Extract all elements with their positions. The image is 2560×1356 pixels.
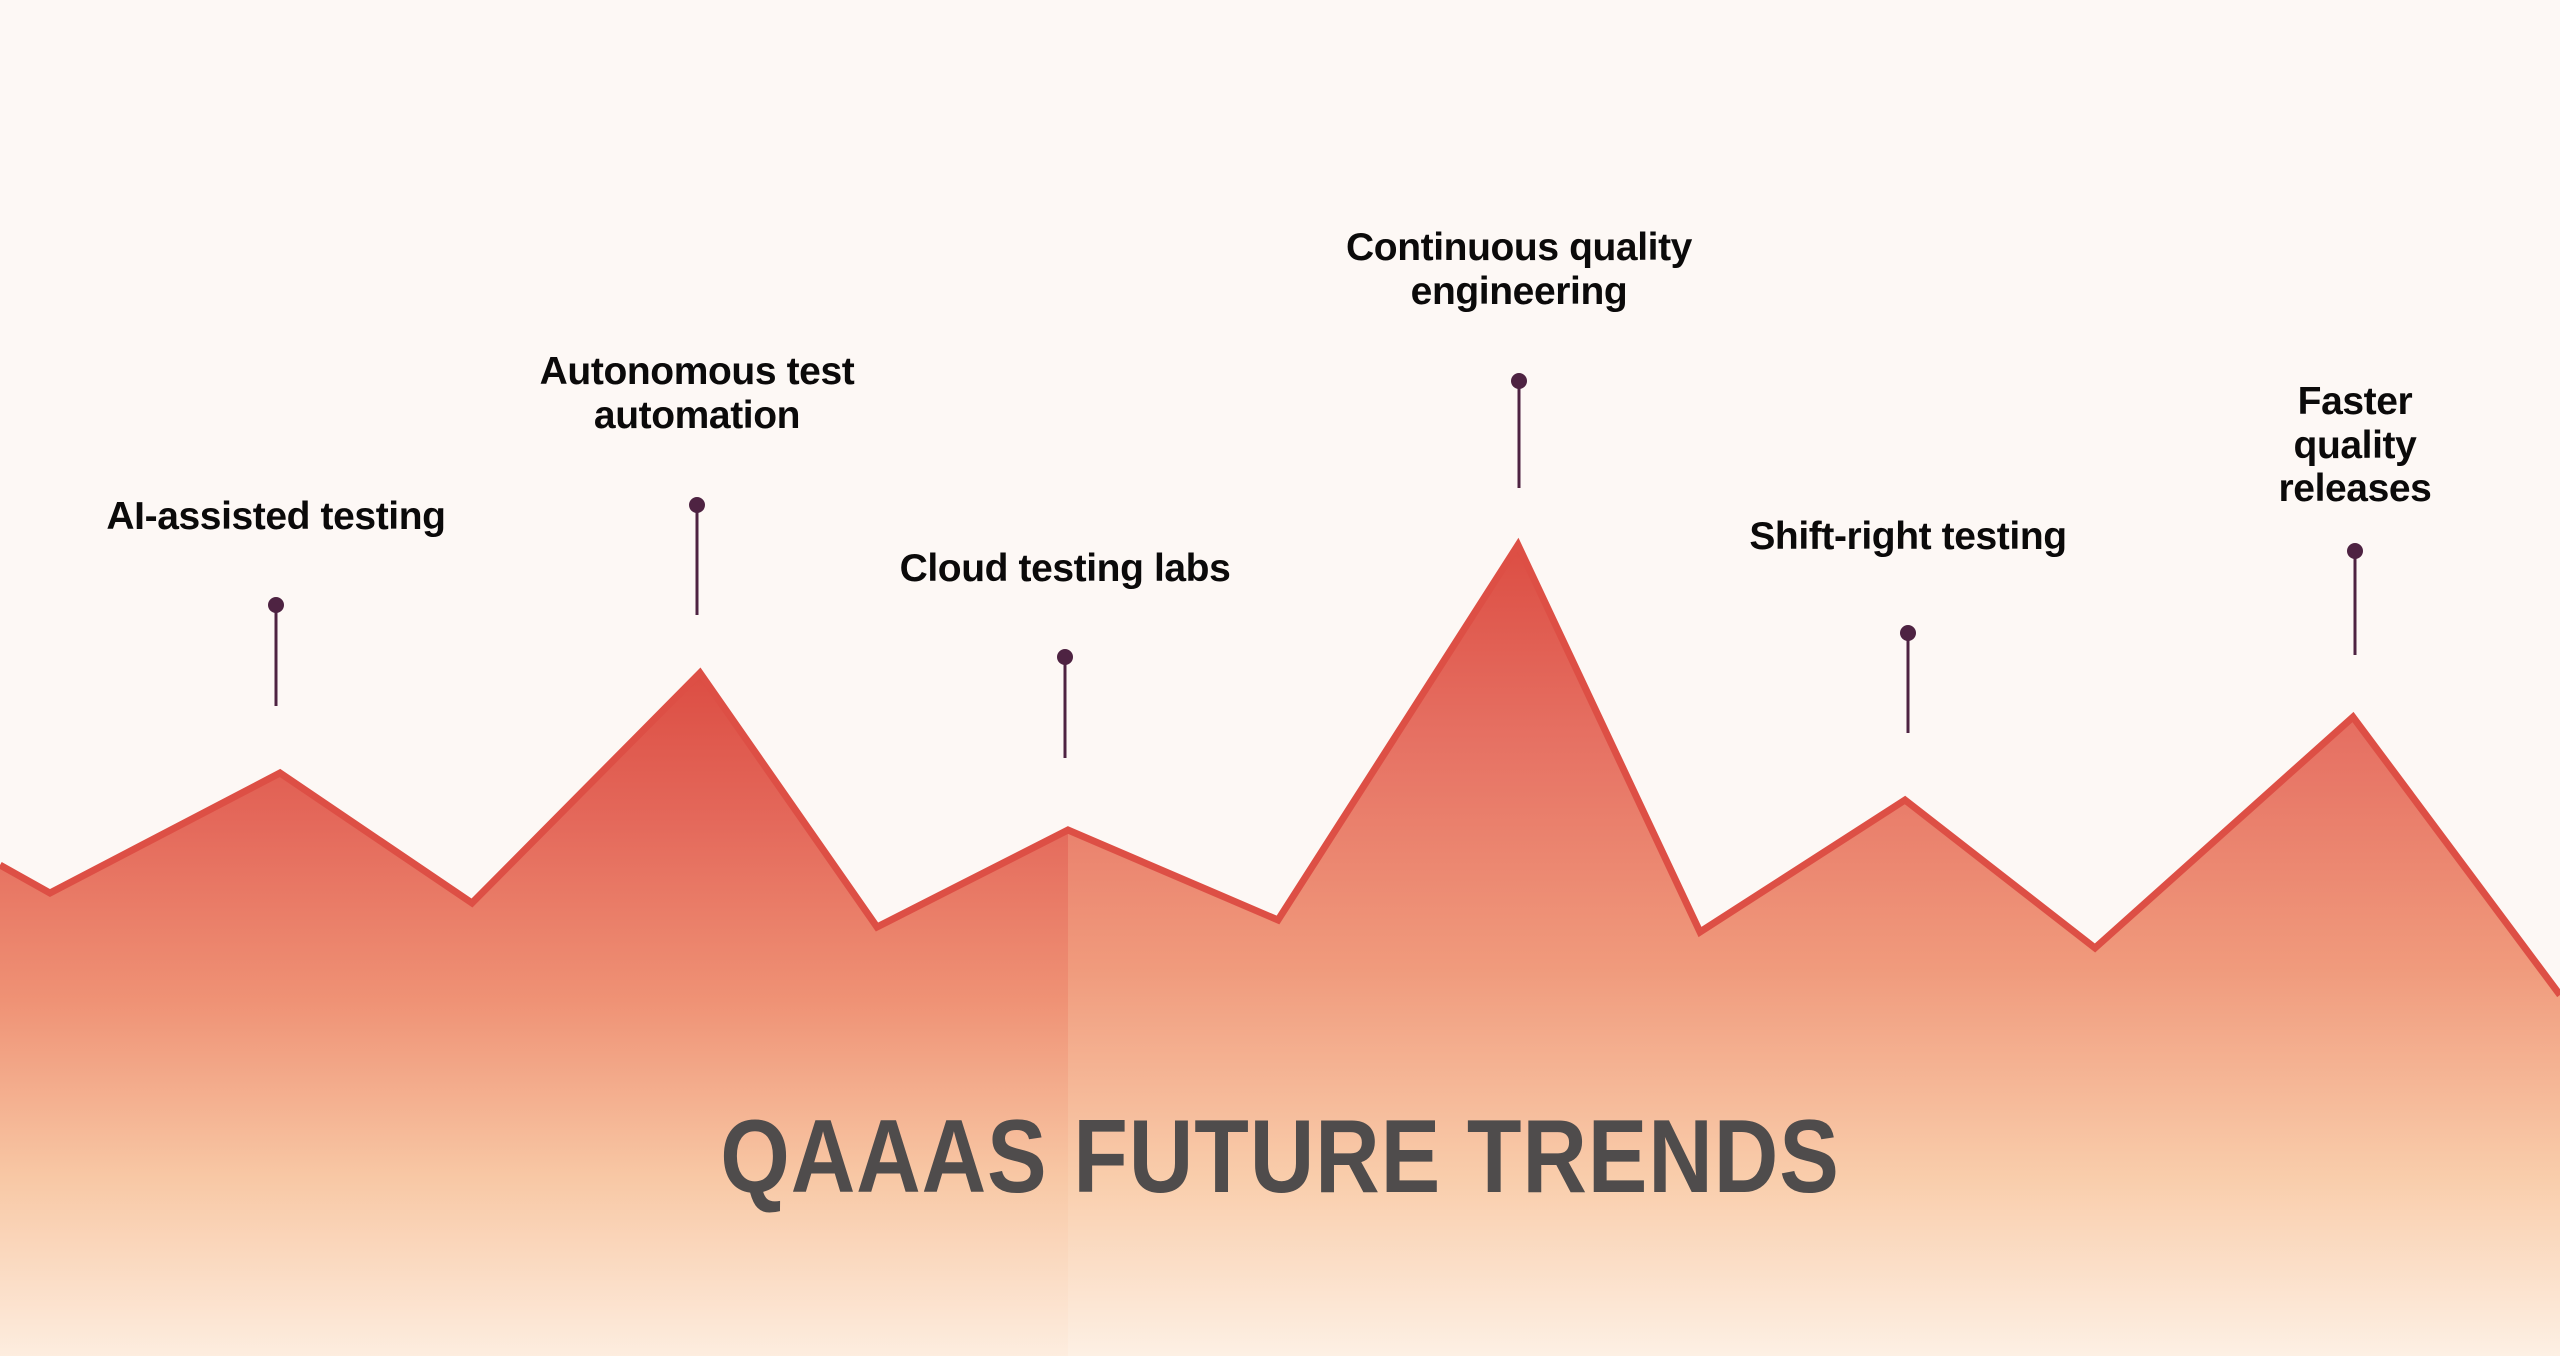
pin-dot — [1511, 373, 1527, 389]
pin-dot — [1057, 649, 1073, 665]
area-fill-left-group — [0, 673, 1068, 1356]
pin-dot — [2347, 543, 2363, 559]
callout-pin-6 — [2347, 543, 2363, 655]
area-fill-right-group — [1068, 545, 2560, 1356]
chart-title: QAAAS FUTURE TRENDS — [720, 1099, 1840, 1215]
trend-ridge-line — [0, 537, 2560, 998]
pin-dot — [689, 497, 705, 513]
callout-pin-1 — [268, 597, 284, 706]
callout-pin-4 — [1511, 373, 1527, 488]
pin-dot — [268, 597, 284, 613]
callout-pin-2 — [689, 497, 705, 615]
pin-dot — [1900, 625, 1916, 641]
callout-pin-layer — [268, 373, 2363, 758]
callout-pin-5 — [1900, 625, 1916, 733]
callout-pin-3 — [1057, 649, 1073, 758]
